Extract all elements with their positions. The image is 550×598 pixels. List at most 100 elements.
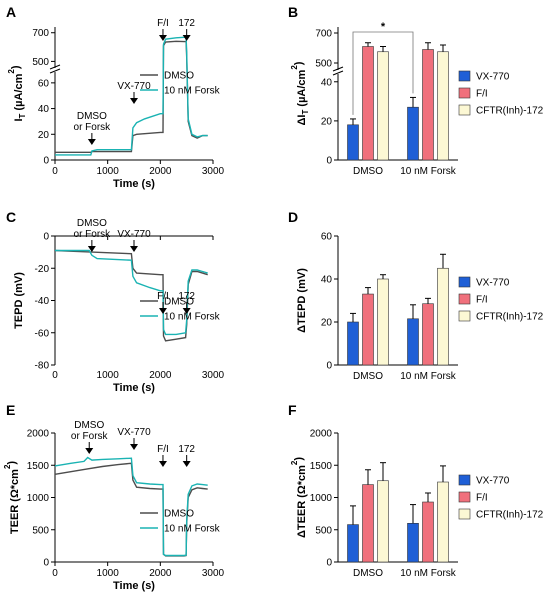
y-axis-label-part: ΔI <box>296 115 308 126</box>
bar <box>437 481 449 563</box>
annotation-arrow-head <box>158 461 167 467</box>
y-tick-label: 1000 <box>27 493 50 504</box>
annotation-arrow-head <box>130 246 138 252</box>
annotation-arrow-head <box>158 35 167 41</box>
y-axis-label: TEER (Ω*cm2) <box>3 461 21 535</box>
bar <box>347 524 359 563</box>
y-tick-label: 500 <box>32 525 49 536</box>
y-axis-label-part: 2 <box>290 65 299 70</box>
legend-swatch <box>458 87 471 99</box>
legend-label: 10 nM Forsk <box>164 524 221 535</box>
y-tick-label: 60 <box>38 78 50 89</box>
series-line-dmso <box>55 40 208 153</box>
significance-bracket <box>352 31 414 115</box>
legend-label: F/I <box>476 493 488 504</box>
annotation-label: 172 <box>178 18 195 29</box>
legend-swatch <box>458 474 471 486</box>
y-axis-label-part: I <box>13 118 25 121</box>
x-category-label: 10 nM Forsk <box>400 166 457 177</box>
y-axis-label-part: 2 <box>3 464 12 469</box>
legend-label: CFTR(Inh)-172 <box>476 312 544 323</box>
panel-letter-b: B <box>288 4 298 20</box>
y-axis-label-part: ) <box>10 65 22 69</box>
legend-label: CFTR(Inh)-172 <box>476 510 544 521</box>
x-tick-label: 1000 <box>97 370 120 381</box>
y-tick-label: -20 <box>35 264 50 275</box>
legend-swatch <box>458 293 471 305</box>
y-tick-label: 0 <box>326 558 332 569</box>
legend-label: VX-770 <box>476 278 510 289</box>
y-axis-label-part: T <box>18 113 27 118</box>
y-tick-label: 0 <box>43 558 49 569</box>
y-axis-label-part: 2 <box>7 69 16 74</box>
bar <box>437 267 449 366</box>
y-axis-label-part: (µA/cm <box>13 73 25 113</box>
bar <box>362 46 374 161</box>
bar <box>377 278 389 366</box>
y-axis-label: ΔTEPD (mV) <box>296 268 308 333</box>
annotation-label: 172 <box>178 444 195 455</box>
panel-B-chart: 0 20 40 500 700 ΔIT (µA/cm2) DMSO 10 nM Forsk * V… <box>290 21 544 177</box>
annotation-label: DMSO <box>74 420 104 431</box>
x-axis-label: Time (s) <box>113 178 155 190</box>
bar <box>422 303 434 366</box>
panel-A-chart: 0 20 40 60 500 700 0 1000 2000 3000 Time (s) IT (µA… <box>7 18 225 190</box>
x-tick-label: 2000 <box>149 166 172 177</box>
annotation-label: VX-770 <box>117 81 151 92</box>
bar <box>422 49 434 161</box>
y-axis-label: IT (µA/cm2) <box>7 65 27 121</box>
y-axis-label-part: ) <box>293 61 305 65</box>
annotation-label: or Forsk <box>74 122 112 133</box>
x-category-label: DMSO <box>353 371 383 382</box>
x-tick-label: 1000 <box>97 166 120 177</box>
x-category-label: DMSO <box>353 568 383 579</box>
series-line-10-nm-forsk <box>55 36 208 156</box>
bar <box>362 484 374 563</box>
annotation-label: VX-770 <box>117 229 151 240</box>
bar <box>437 51 449 161</box>
annotation-label: 172 <box>178 291 195 302</box>
panel-C-chart: -80 -60 -40 -20 0 0 1000 2000 3000 Time (s) TEPD (… <box>13 218 225 394</box>
x-tick-label: 2000 <box>149 568 172 579</box>
annotation-label: VX-770 <box>117 427 151 438</box>
y-tick-label: 700 <box>315 29 332 40</box>
annotation-arrow-head <box>85 448 94 454</box>
y-axis-label-part: 2 <box>290 460 299 465</box>
x-tick-label: 1000 <box>97 568 120 579</box>
y-tick-label: 2000 <box>310 429 333 440</box>
legend-label: VX-770 <box>476 476 510 487</box>
y-axis-label: ΔTEER (Ω*cm2) <box>290 457 308 538</box>
x-tick-label: 0 <box>52 370 58 381</box>
x-axis-label: Time (s) <box>113 382 155 394</box>
legend-swatch <box>458 276 471 288</box>
bar <box>407 106 419 161</box>
annotation-arrow-head <box>182 35 191 41</box>
axis-break-mark <box>49 64 61 70</box>
y-axis-label-part: ) <box>293 457 305 461</box>
annotation-arrow-head <box>158 308 167 314</box>
series-line-10-nm-forsk <box>54 456 208 557</box>
y-tick-label: 500 <box>315 525 332 536</box>
legend-swatch <box>458 104 471 116</box>
annotation-label: F/I <box>157 18 169 29</box>
y-tick-label: 0 <box>43 156 49 167</box>
significance-label: * <box>381 21 386 33</box>
x-tick-label: 3000 <box>202 370 225 381</box>
bar <box>407 318 419 366</box>
panel-D-chart: 0 20 40 60 ΔTEPD (mV) DMSO 10 nM Forsk VX-770 F/… <box>296 232 544 383</box>
y-tick-label: 0 <box>326 156 332 167</box>
x-tick-label: 2000 <box>149 370 172 381</box>
legend-label: DMSO <box>164 297 194 308</box>
legend-label: 10 nM Forsk <box>164 312 221 323</box>
bar <box>347 124 359 161</box>
bar <box>407 522 419 563</box>
annotation-arrow-head <box>182 461 191 467</box>
x-axis-label: Time (s) <box>113 580 155 592</box>
annotation-label: DMSO <box>77 218 107 229</box>
y-tick-label: 500 <box>32 57 49 68</box>
y-axis-label-part: ) <box>6 461 18 465</box>
y-axis-label: ΔIT (µA/cm2) <box>290 61 310 125</box>
panel-letter-a: A <box>6 4 16 20</box>
y-tick-label: 40 <box>321 275 333 286</box>
y-tick-label: 1500 <box>27 461 50 472</box>
